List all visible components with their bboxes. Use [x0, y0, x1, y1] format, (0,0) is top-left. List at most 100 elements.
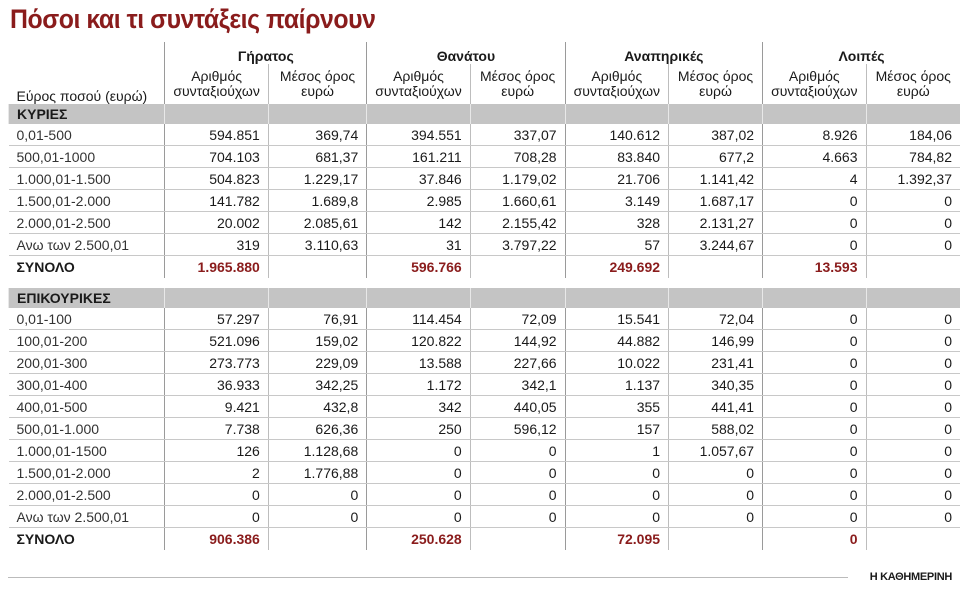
- average-cell: 596,12: [469, 417, 566, 440]
- total-label: ΣΥΝΟΛΟ: [16, 259, 75, 275]
- count-cell: 3.149: [564, 189, 669, 212]
- average-cell: 0: [469, 483, 566, 506]
- column-header: Αριθμός συνταξιούχων: [366, 64, 471, 104]
- count-cell: 0: [762, 505, 867, 528]
- count-cell: 161.211: [366, 145, 471, 168]
- total-value: 72.095: [564, 527, 669, 550]
- total-value: 1.965.880: [164, 255, 269, 278]
- average-cell: 1.141,42: [668, 167, 763, 190]
- data-row: 100,01-200 521.096 159,02 120.822 144,92 44.8…: [8, 329, 960, 352]
- section-cell: [668, 104, 763, 124]
- count-cell: 394.551: [366, 124, 471, 146]
- average-cell: 72,04: [668, 308, 763, 330]
- count-cell: 114.454: [366, 308, 471, 330]
- average-cell: 1.689,8: [267, 189, 367, 212]
- count-cell: 4.663: [762, 145, 867, 168]
- average-cell: 0: [865, 189, 960, 212]
- average-cell: 677,2: [668, 145, 763, 168]
- count-cell: 704.103: [164, 145, 269, 168]
- column-header: Αριθμός συνταξιούχων: [164, 64, 269, 104]
- average-cell: 3.110,63: [267, 233, 367, 256]
- average-cell: 1.687,17: [668, 189, 763, 212]
- section-cell: [865, 104, 960, 124]
- average-cell: 0: [865, 417, 960, 440]
- count-cell: 0: [564, 483, 669, 506]
- group-header: Θανάτου: [366, 42, 566, 64]
- empty-cell: [469, 527, 566, 550]
- average-cell: 0: [865, 233, 960, 256]
- average-cell: 369,74: [267, 124, 367, 146]
- count-cell: 141.782: [164, 189, 269, 212]
- count-cell: 2: [164, 461, 269, 484]
- average-cell: 0: [865, 439, 960, 462]
- count-cell: 273.773: [164, 351, 269, 374]
- average-cell: 432,8: [267, 395, 367, 418]
- average-cell: 784,82: [865, 145, 960, 168]
- average-cell: 626,36: [267, 417, 367, 440]
- count-cell: 37.846: [366, 167, 471, 190]
- average-cell: 0: [267, 483, 367, 506]
- empty-cell: [9, 42, 165, 64]
- count-cell: 21.706: [564, 167, 669, 190]
- average-cell: 337,07: [469, 124, 566, 146]
- row-header: Εύρος ποσού (ευρώ): [16, 88, 148, 104]
- count-cell: 15.541: [564, 308, 669, 330]
- range-label: 100,01-200: [8, 329, 165, 352]
- spacer-row: [9, 278, 960, 288]
- average-cell: 340,35: [668, 373, 763, 396]
- section-cell: [267, 104, 367, 124]
- average-cell: 0: [865, 483, 960, 506]
- average-cell: 1.128,68: [267, 439, 367, 462]
- average-cell: 3.244,67: [668, 233, 763, 256]
- section-cell: [469, 288, 566, 308]
- empty-cell: [668, 527, 763, 550]
- range-label: 500,01-1000: [8, 145, 165, 168]
- count-cell: 2.985: [366, 189, 471, 212]
- section-row: ΕΠΙΚΟΥΡΙΚΕΣ: [7, 288, 960, 308]
- data-row: 2.000,01-2.500 20.002 2.085,61 142 2.155,42 3…: [8, 211, 960, 234]
- section-cell: [366, 104, 471, 124]
- count-cell: 1.172: [366, 373, 471, 396]
- section-cell: [564, 288, 669, 308]
- count-cell: 0: [762, 395, 867, 418]
- count-cell: 13.588: [366, 351, 471, 374]
- section-cell: [164, 288, 269, 308]
- data-row: 0,01-100 57.297 76,91 114.454 72,09 15.541 72,…: [8, 308, 960, 330]
- average-cell: 0: [668, 505, 763, 528]
- count-cell: 0: [762, 439, 867, 462]
- range-label: 1.500,01-2.000: [8, 189, 165, 212]
- average-cell: 342,1: [469, 373, 566, 396]
- range-label: 200,01-300: [8, 351, 165, 374]
- count-cell: 1: [564, 439, 669, 462]
- source: Η ΚΑΘΗΜΕΡΙΝΗ: [869, 571, 953, 583]
- average-cell: 440,05: [469, 395, 566, 418]
- data-row: 1.000,01-1.500 504.823 1.229,17 37.846 1.179…: [8, 167, 960, 190]
- total-row: ΣΥΝΟΛΟ 1.965.880 596.766 249.692 13.593: [9, 255, 960, 278]
- column-header: Μέσος όρος ευρώ: [267, 64, 367, 104]
- average-cell: 2.131,27: [668, 211, 763, 234]
- count-cell: 0: [366, 483, 471, 506]
- empty-cell: [668, 255, 763, 278]
- count-cell: 142: [366, 211, 471, 234]
- count-cell: 0: [164, 505, 269, 528]
- range-label: 1.000,01-1500: [8, 439, 165, 462]
- average-cell: 0: [865, 395, 960, 418]
- average-cell: 0: [469, 505, 566, 528]
- section-cell: [668, 288, 763, 308]
- count-cell: 44.882: [564, 329, 669, 352]
- count-cell: 342: [366, 395, 471, 418]
- section-cell: [564, 104, 669, 124]
- footer-rule: [8, 577, 848, 578]
- column-header: Αριθμός συνταξιούχων: [762, 64, 867, 104]
- total-label: ΣΥΝΟΛΟ: [16, 531, 75, 547]
- average-cell: 0: [267, 505, 367, 528]
- count-cell: 0: [164, 483, 269, 506]
- average-cell: 0: [865, 329, 960, 352]
- average-cell: 681,37: [267, 145, 367, 168]
- average-cell: 1.179,02: [469, 167, 566, 190]
- range-label: Ανω των 2.500,01: [8, 233, 165, 256]
- column-header: Αριθμός συνταξιούχων: [564, 64, 669, 104]
- average-cell: 1.229,17: [267, 167, 367, 190]
- count-cell: 0: [762, 211, 867, 234]
- average-cell: 3.797,22: [469, 233, 566, 256]
